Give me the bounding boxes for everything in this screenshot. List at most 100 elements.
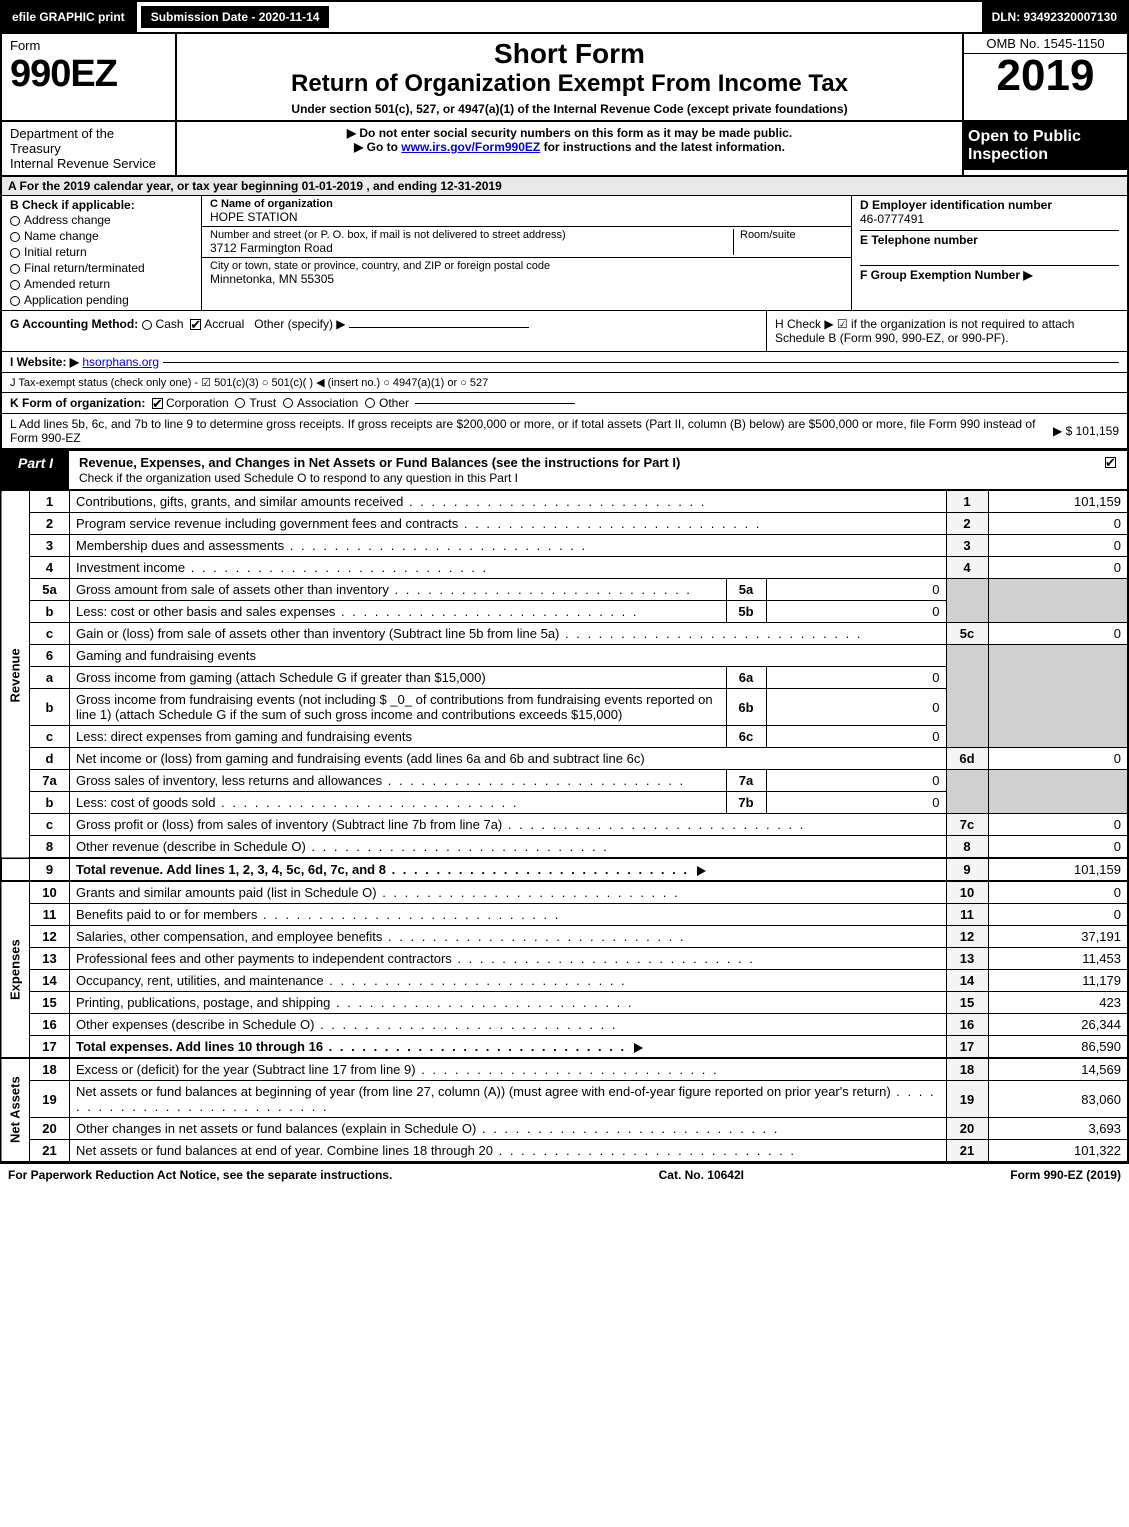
row-7b-desc: Less: cost of goods sold	[76, 795, 519, 810]
row-13-desc: Professional fees and other payments to …	[76, 951, 755, 966]
row-19-num: 19	[30, 1081, 70, 1118]
ssn-warning: ▶ Do not enter social security numbers o…	[185, 126, 954, 140]
row-5b-desc: Less: cost or other basis and sales expe…	[76, 604, 638, 619]
row-19-ln: 19	[946, 1081, 988, 1118]
row-1-num: 1	[30, 491, 70, 513]
row-18-desc: Excess or (deficit) for the year (Subtra…	[76, 1062, 719, 1077]
part-1-subtitle: Check if the organization used Schedule …	[79, 471, 518, 485]
street-label: Number and street (or P. O. box, if mail…	[210, 229, 733, 241]
row-16-num: 16	[30, 1014, 70, 1036]
part-1-title: Revenue, Expenses, and Changes in Net As…	[69, 451, 1097, 489]
check-name-change[interactable]: Name change	[10, 228, 193, 244]
netassets-section-label: Net Assets	[1, 1058, 30, 1162]
row-3-num: 3	[30, 535, 70, 557]
row-4-ln: 4	[946, 557, 988, 579]
topbar-spacer	[333, 2, 981, 32]
row-13-num: 13	[30, 948, 70, 970]
org-city-cell: City or town, state or province, country…	[202, 258, 851, 288]
org-name-value: HOPE STATION	[210, 210, 843, 224]
revenue-section-label: Revenue	[1, 491, 30, 859]
row-7a-val: 0	[766, 770, 946, 792]
check-application-pending[interactable]: Application pending	[10, 292, 193, 308]
part-1-table: Revenue 1 Contributions, gifts, grants, …	[0, 490, 1129, 1163]
row-10-num: 10	[30, 881, 70, 904]
row-11-num: 11	[30, 904, 70, 926]
part-1-check[interactable]	[1097, 451, 1127, 489]
room-label: Room/suite	[740, 229, 843, 241]
row-1-desc: Contributions, gifts, grants, and simila…	[76, 494, 706, 509]
col-b-checkboxes: B Check if applicable: Address change Na…	[2, 196, 202, 310]
row-7ab-shade-amt	[988, 770, 1128, 814]
check-final-return[interactable]: Final return/terminated	[10, 260, 193, 276]
row-18-num: 18	[30, 1058, 70, 1081]
row-7c-ln: 7c	[946, 814, 988, 836]
row-13-ln: 13	[946, 948, 988, 970]
row-10-ln: 10	[946, 881, 988, 904]
line-k: K Form of organization: Corporation Trus…	[0, 393, 1129, 414]
row-15-ln: 15	[946, 992, 988, 1014]
row-5a-box: 5a	[726, 579, 766, 601]
row-10-amt: 0	[988, 881, 1128, 904]
row-5c-desc: Gain or (loss) from sale of assets other…	[76, 626, 862, 641]
k-trust-circle[interactable]	[235, 398, 245, 408]
row-6d-ln: 6d	[946, 748, 988, 770]
row-9-amt: 101,159	[988, 858, 1128, 881]
row-7ab-shade	[946, 770, 988, 814]
row-4-num: 4	[30, 557, 70, 579]
submission-date-badge: Submission Date - 2020-11-14	[139, 4, 332, 30]
row-4-desc: Investment income	[76, 560, 488, 575]
row-16-amt: 26,344	[988, 1014, 1128, 1036]
row-6a-val: 0	[766, 667, 946, 689]
row-15-amt: 423	[988, 992, 1128, 1014]
goto-post: for instructions and the latest informat…	[544, 140, 785, 154]
website-link[interactable]: hsorphans.org	[82, 355, 159, 369]
k-corp-check[interactable]	[152, 398, 163, 409]
g-accrual-check[interactable]	[190, 319, 201, 330]
row-6a-box: 6a	[726, 667, 766, 689]
street-value: 3712 Farmington Road	[210, 241, 733, 255]
irs-link[interactable]: www.irs.gov/Form990EZ	[401, 140, 540, 154]
org-info-row: B Check if applicable: Address change Na…	[0, 196, 1129, 311]
check-initial-return[interactable]: Initial return	[10, 244, 193, 260]
row-5c-num: c	[30, 623, 70, 645]
city-value: Minnetonka, MN 55305	[210, 272, 843, 286]
row-14-num: 14	[30, 970, 70, 992]
under-section-text: Under section 501(c), 527, or 4947(a)(1)…	[185, 102, 954, 116]
check-address-change[interactable]: Address change	[10, 212, 193, 228]
row-2-amt: 0	[988, 513, 1128, 535]
tax-year: 2019	[964, 54, 1127, 98]
row-12-desc: Salaries, other compensation, and employ…	[76, 929, 685, 944]
row-17-amt: 86,590	[988, 1036, 1128, 1059]
line-g: G Accounting Method: Cash Accrual Other …	[2, 311, 767, 351]
telephone-label: E Telephone number	[860, 230, 1119, 247]
part-1-header: Part I Revenue, Expenses, and Changes in…	[0, 450, 1129, 490]
group-exemption-label: F Group Exemption Number ▶	[860, 265, 1119, 282]
row-8-num: 8	[30, 836, 70, 859]
k-assoc-circle[interactable]	[283, 398, 293, 408]
col-b-title: B Check if applicable:	[10, 198, 193, 212]
row-12-num: 12	[30, 926, 70, 948]
row-1-amt: 101,159	[988, 491, 1128, 513]
year-block: OMB No. 1545-1150 2019	[962, 34, 1127, 120]
check-amended-return[interactable]: Amended return	[10, 276, 193, 292]
row-7c-amt: 0	[988, 814, 1128, 836]
row-6c-box: 6c	[726, 726, 766, 748]
l-amount: ▶ $ 101,159	[1053, 424, 1119, 438]
efile-print-button[interactable]: efile GRAPHIC print	[2, 2, 137, 32]
row-6c-val: 0	[766, 726, 946, 748]
row-9-ln: 9	[946, 858, 988, 881]
row-5a-desc: Gross amount from sale of assets other t…	[76, 582, 692, 597]
l-text: L Add lines 5b, 6c, and 7b to line 9 to …	[10, 417, 1053, 445]
line-i: I Website: ▶ hsorphans.org	[0, 352, 1129, 373]
goto-pre: ▶ Go to	[354, 140, 401, 154]
row-12-amt: 37,191	[988, 926, 1128, 948]
g-cash-circle[interactable]	[142, 320, 152, 330]
arrow-icon	[697, 866, 706, 876]
expenses-section-label: Expenses	[1, 881, 30, 1058]
k-other-circle[interactable]	[365, 398, 375, 408]
form-id-block: Form 990EZ	[2, 34, 177, 120]
row-7b-box: 7b	[726, 792, 766, 814]
part-1-tab: Part I	[2, 451, 69, 489]
dept-line-1: Department of the Treasury	[10, 126, 167, 156]
row-16-ln: 16	[946, 1014, 988, 1036]
